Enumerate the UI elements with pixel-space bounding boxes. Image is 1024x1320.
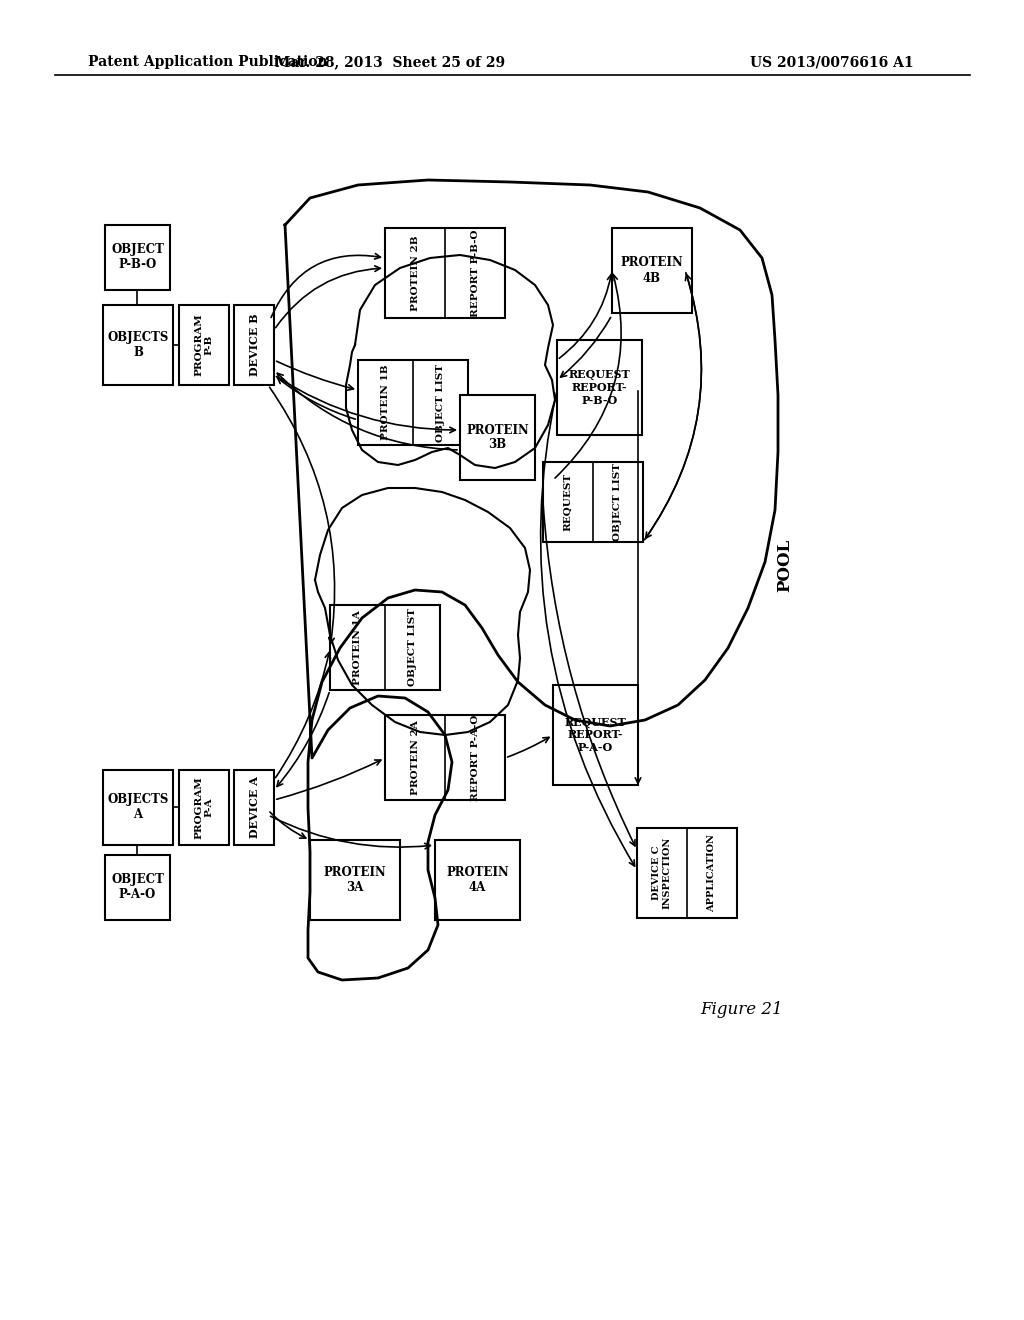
Text: PROTEIN
3A: PROTEIN 3A	[324, 866, 386, 894]
Text: PROGRAM
P-A: PROGRAM P-A	[195, 776, 214, 840]
Bar	[105, 224, 170, 290]
Text: APPLICATION: APPLICATION	[708, 834, 717, 912]
Bar	[637, 828, 737, 917]
Bar	[103, 305, 173, 385]
Text: OBJECT
P-A-O: OBJECT P-A-O	[111, 874, 164, 902]
Text: REQUEST
REPORT-
P-B-O: REQUEST REPORT- P-B-O	[568, 370, 631, 405]
Text: Figure 21: Figure 21	[700, 1002, 782, 1019]
Text: US 2013/0076616 A1: US 2013/0076616 A1	[750, 55, 913, 69]
Text: PROTEIN 1B: PROTEIN 1B	[381, 364, 390, 441]
Text: REPORT P-B-O: REPORT P-B-O	[470, 230, 479, 317]
Text: OBJECT LIST: OBJECT LIST	[613, 463, 623, 541]
Bar	[612, 228, 692, 313]
Text: PROTEIN
4B: PROTEIN 4B	[621, 256, 683, 285]
Bar	[310, 840, 400, 920]
Text: POOL: POOL	[776, 539, 794, 591]
Bar	[330, 605, 440, 690]
Bar	[460, 395, 535, 480]
Bar	[103, 770, 173, 845]
Text: DEVICE A: DEVICE A	[249, 776, 259, 838]
Text: REQUEST: REQUEST	[563, 473, 572, 531]
Bar	[385, 228, 505, 318]
Bar	[557, 341, 642, 436]
Bar	[543, 462, 643, 543]
Text: Patent Application Publication: Patent Application Publication	[88, 55, 328, 69]
Text: PROTEIN 2A: PROTEIN 2A	[411, 721, 420, 795]
Bar	[385, 715, 505, 800]
Text: PROTEIN
4A: PROTEIN 4A	[446, 866, 509, 894]
Text: OBJECT LIST: OBJECT LIST	[436, 363, 445, 441]
Text: PROTEIN 2B: PROTEIN 2B	[411, 235, 420, 310]
Text: REPORT P-A-O: REPORT P-A-O	[470, 714, 479, 801]
Bar	[234, 770, 274, 845]
Bar	[179, 770, 229, 845]
Bar	[234, 305, 274, 385]
Text: OBJECT
P-B-O: OBJECT P-B-O	[111, 243, 164, 272]
Text: OBJECTS
B: OBJECTS B	[108, 331, 169, 359]
Bar	[435, 840, 520, 920]
Text: PROTEIN 1A: PROTEIN 1A	[353, 610, 362, 685]
Text: DEVICE C
INSPECTION: DEVICE C INSPECTION	[652, 837, 672, 909]
Bar	[105, 855, 170, 920]
Text: OBJECTS
A: OBJECTS A	[108, 793, 169, 821]
Text: PROGRAM
P-B: PROGRAM P-B	[195, 314, 214, 376]
Text: Mar. 28, 2013  Sheet 25 of 29: Mar. 28, 2013 Sheet 25 of 29	[274, 55, 505, 69]
Text: DEVICE B: DEVICE B	[249, 314, 259, 376]
Bar	[179, 305, 229, 385]
Text: PROTEIN
3B: PROTEIN 3B	[466, 424, 528, 451]
Bar	[358, 360, 468, 445]
Text: REQUEST
REPORT-
P-A-O: REQUEST REPORT- P-A-O	[564, 717, 627, 754]
Text: OBJECT LIST: OBJECT LIST	[408, 609, 417, 686]
Bar	[553, 685, 638, 785]
